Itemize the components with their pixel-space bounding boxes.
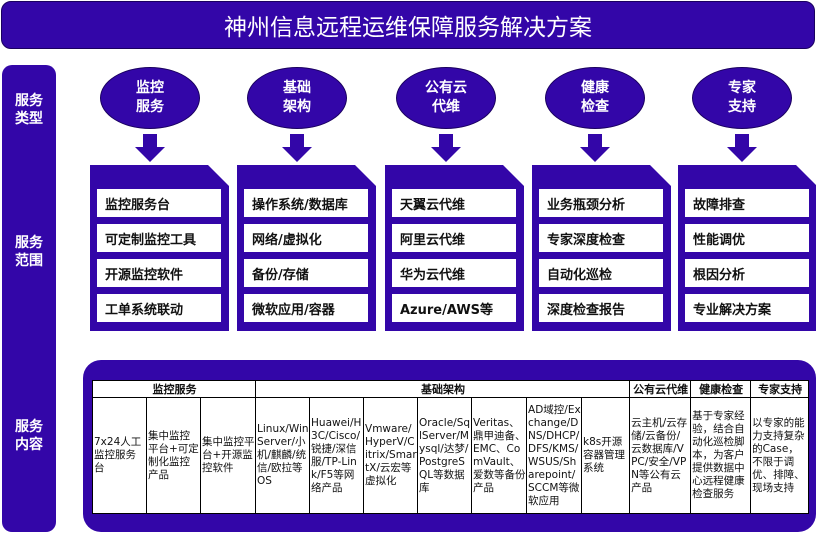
- table-cell: 基于专家经验，结合自动化巡检脚本，为客户提供数据中心远程健康检查服务: [690, 397, 752, 514]
- service-scope-item: 业务瓶颈分析: [539, 189, 663, 217]
- service-scope-item: 专家深度检查: [539, 224, 663, 252]
- service-scope-item: 专业解决方案: [685, 294, 809, 322]
- table-cell: 云主机/云存储/云备份/云数据库/VPC/安全/VPN等公有云产品: [629, 397, 692, 514]
- service-scope-item: 自动化巡检: [539, 259, 663, 287]
- arrow-down-icon: [282, 134, 312, 162]
- service-scope-card: 操作系统/数据库 网络/虚拟化 备份/存储微软应用/容器: [237, 165, 376, 331]
- service-scope-card: 故障排查性能调优根因分析专业解决方案: [678, 165, 816, 331]
- table-header: 公有云代维: [629, 380, 692, 398]
- service-scope-item: 根因分析: [685, 259, 809, 287]
- service-scope-item: 可定制监控工具: [97, 224, 221, 252]
- table-cell: Veritas、鼎甲迪备、EMC、ComVault、爱数等备份产品: [471, 397, 528, 514]
- table-header: 健康检查: [690, 380, 752, 398]
- arrow-down-icon: [431, 134, 461, 162]
- table-cell: 集中监控平台+开源监控软件: [199, 397, 257, 514]
- table-header: 专家支持: [750, 380, 810, 398]
- service-scope-item: 故障排查: [685, 189, 809, 217]
- table-cell: Huawei/H3C/Cisco/锐捷/深信服/TP-Link/F5等网络产品: [309, 397, 365, 514]
- service-scope-item: Azure/AWS等: [392, 294, 516, 322]
- page-title: 神州信息远程运维保障服务解决方案: [1, 1, 815, 49]
- table-cell: k8s开源容器管理系统: [581, 397, 631, 514]
- table-cell: Linux/Win Server/小机/麒麟/统信/欧拉等OS: [255, 397, 311, 514]
- service-scope-item: 操作系统/数据库: [244, 189, 368, 217]
- service-scope-card: 监控服务台可定制监控工具 开源监控软件 工单系统联动: [90, 165, 229, 331]
- side-label-type: 服务 类型: [15, 93, 43, 127]
- table-cell: 以专家的能力支持复杂的Case，不限于调优、排障、现场支持: [750, 397, 810, 514]
- service-type-oval: 专家 支持: [692, 67, 792, 129]
- service-scope-item: 性能调优: [685, 224, 809, 252]
- service-scope-item: 微软应用/容器: [244, 294, 368, 322]
- table-header-row: 监控服务 基础架构 公有云代维 健康检查 专家支持: [91, 380, 810, 398]
- service-content-table: 监控服务 基础架构 公有云代维 健康检查 专家支持 7x24人工监控服务台 集中监控平台+…: [91, 380, 810, 514]
- table-cell: 集中监控平台+可定制化监控产品: [146, 397, 201, 514]
- service-scope-item: 开源监控软件: [97, 259, 221, 287]
- service-scope-card: 天翼云代维阿里云代维华为云代维 Azure/AWS等: [385, 165, 524, 331]
- table-row: 7x24人工监控服务台 集中监控平台+可定制化监控产品 集中监控平台+开源监控软件 L…: [92, 397, 810, 514]
- service-type-oval: 基础 架构: [247, 67, 347, 129]
- service-scope-card: 业务瓶颈分析 专家深度检查 自动化巡检深度检查报告: [532, 165, 671, 331]
- service-scope-item: 天翼云代维: [392, 189, 516, 217]
- service-scope-item: 工单系统联动: [97, 294, 221, 322]
- service-scope-item: 网络/虚拟化: [244, 224, 368, 252]
- service-type-oval: 公有云 代维: [396, 67, 496, 129]
- service-scope-item: 深度检查报告: [539, 294, 663, 322]
- service-scope-item: 监控服务台: [97, 189, 221, 217]
- service-scope-item: 备份/存储: [244, 259, 368, 287]
- arrow-down-icon: [135, 134, 165, 162]
- table-cell: Oracle/SqlServer/Mysql/达梦/PostgreSQL等数据库: [417, 397, 473, 514]
- service-scope-item: 华为云代维: [392, 259, 516, 287]
- side-label-scope: 服务 范围: [15, 235, 43, 269]
- side-label-content: 服务 内容: [15, 419, 43, 453]
- table-cell: Vmware/HyperV/Citrix/SmartX/云宏等虚拟化: [363, 397, 419, 514]
- service-type-oval: 健康 检查: [545, 67, 645, 129]
- arrow-down-icon: [580, 134, 610, 162]
- table-cell: AD域控/Exchange/DNS/DHCP/DFS/KMS/WSUS/Shar…: [526, 397, 583, 514]
- arrow-down-icon: [727, 134, 757, 162]
- table-cell: 7x24人工监控服务台: [92, 397, 147, 514]
- table-header: 基础架构: [255, 380, 631, 398]
- service-type-oval: 监控 服务: [100, 67, 200, 129]
- table-header: 监控服务: [91, 380, 257, 398]
- service-scope-item: 阿里云代维: [392, 224, 516, 252]
- side-label-column: 服务 类型 服务 范围 服务 内容: [2, 65, 56, 532]
